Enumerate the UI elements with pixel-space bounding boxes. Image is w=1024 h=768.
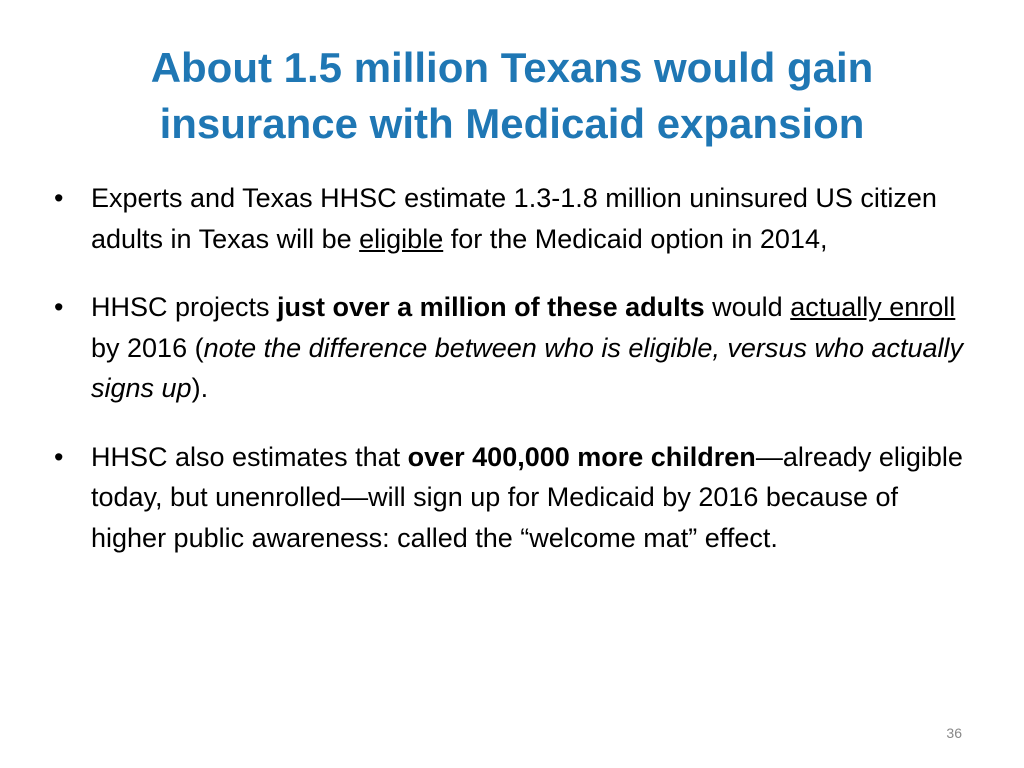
text-segment: HHSC projects [91, 292, 278, 322]
text-segment-underlined: eligible [359, 223, 444, 254]
text-segment: Experts and Texas HHSC estimate 1.3-1.8 … [91, 183, 937, 254]
bullet-item: • HHSC projects just over a million of t… [52, 287, 972, 409]
text-segment-bold: over 400,000 more children [407, 441, 756, 472]
text-segment: —already eligible today, but unenrolled—… [91, 441, 963, 553]
bullet-dot-icon: • [54, 441, 64, 472]
text-segment-italic: note the difference between who is eligi… [91, 332, 964, 404]
text-segment: would [704, 292, 791, 322]
text-segment: HHSC also estimates that [91, 441, 408, 472]
slide-title-line: insurance with Medicaid expansion [159, 100, 865, 147]
page-number: 36 [946, 725, 962, 741]
text-segment: by 2016 ( [91, 332, 204, 363]
slide-title-line: About 1.5 million Texans would gain [150, 44, 874, 91]
text-segment: ). [191, 373, 209, 403]
bullet-item: • Experts and Texas HHSC estimate 1.3-1.… [52, 178, 972, 259]
bullet-dot-icon: • [54, 292, 64, 322]
bullet-dot-icon: • [54, 183, 64, 213]
slide-title: About 1.5 million Texans would gain insu… [60, 40, 964, 152]
text-segment: for the Medicaid option in 2014, [443, 223, 828, 254]
bullet-list: • Experts and Texas HHSC estimate 1.3-1.… [52, 178, 972, 558]
text-segment-bold: just over a million of these adults [277, 292, 705, 322]
bullet-item: • HHSC also estimates that over 400,000 … [52, 437, 972, 559]
text-segment-underlined: actually enroll [790, 292, 956, 322]
